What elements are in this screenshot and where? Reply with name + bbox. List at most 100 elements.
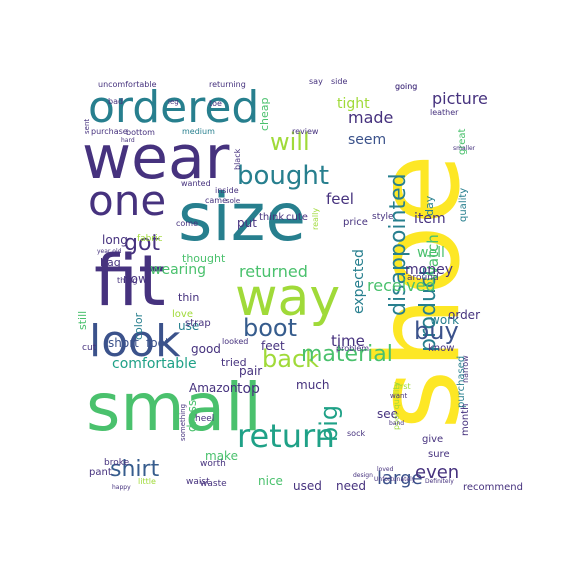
word-sock: sock — [347, 429, 365, 438]
word-time: time — [331, 332, 365, 350]
word-short: short — [108, 336, 139, 350]
word-thought: thought — [182, 252, 226, 265]
word-received: received — [367, 276, 436, 295]
word-poor-quality: poor quality — [392, 382, 401, 430]
word-toe: toe — [209, 99, 222, 108]
word-cut: cut — [82, 343, 97, 353]
word-love: love — [172, 309, 193, 320]
word-work: work — [430, 313, 459, 327]
word-item: item — [414, 211, 446, 227]
word-think: think — [259, 212, 284, 223]
word-foot: foot — [146, 336, 170, 350]
word-top: top — [237, 381, 260, 397]
word-small: small — [86, 369, 262, 446]
word-wearing: wearing — [150, 262, 206, 278]
word-going: going — [395, 82, 417, 91]
word-purchase: purchase — [91, 127, 128, 136]
word-loved: loved — [377, 466, 394, 473]
word-really: really — [311, 208, 320, 230]
word-bad: bad — [108, 97, 123, 106]
word-boot: boot — [243, 314, 297, 342]
word-disappointed: disappointed — [386, 173, 411, 316]
word-say: say — [309, 77, 323, 86]
word-thin: thin — [178, 291, 199, 304]
word-around: around — [407, 273, 439, 283]
word-want: want — [390, 392, 407, 400]
word-recommend: recommend — [463, 482, 523, 493]
word-much: much — [296, 378, 330, 392]
word-returned: returned — [239, 262, 308, 281]
word-quality: quality — [458, 188, 469, 222]
word-purchased: purchased — [456, 356, 467, 408]
word-feel: feel — [326, 190, 354, 208]
word-definitely: Definitely — [425, 478, 454, 485]
word-money: money — [405, 262, 453, 278]
word-good: good — [191, 342, 221, 356]
word-return: return — [237, 417, 335, 455]
word-feet: feet — [261, 339, 285, 353]
word-size: size — [178, 179, 306, 256]
word-ordered: ordered — [88, 82, 259, 133]
word-bought: bought — [237, 161, 329, 191]
word-looked: looked — [222, 337, 248, 346]
word-expected: expected — [351, 249, 367, 314]
word-worth: worth — [200, 459, 226, 469]
word-waste: waste — [200, 479, 227, 489]
word-well: well — [417, 245, 445, 261]
word-wear: wear — [82, 123, 230, 193]
word-side: side — [331, 77, 347, 86]
word-going: going — [395, 82, 417, 91]
word-will: will — [270, 128, 310, 156]
word-hard: hard — [121, 137, 135, 144]
word-bottom: bottom — [126, 128, 155, 137]
word-cheap: cheap — [258, 97, 271, 131]
word-black: black — [233, 148, 242, 170]
word-sent: sent — [83, 119, 91, 134]
word-product: product — [416, 267, 441, 352]
word-buy: buy — [414, 317, 459, 345]
word-watch: Watch — [424, 234, 442, 281]
word-dress: dress — [185, 400, 199, 432]
word-nice: nice — [258, 474, 283, 488]
word-heel: heel — [195, 414, 214, 424]
word-know: know — [428, 343, 454, 354]
word-comfortable: comfortable — [112, 356, 197, 372]
word-shirt: shirt — [110, 457, 160, 482]
word-order: order — [448, 308, 480, 322]
word-narrow: narrow — [461, 355, 470, 383]
word-uncomfortable: uncomfortable — [98, 80, 157, 89]
word-fabric: fabric — [137, 234, 163, 244]
word-use: use — [178, 319, 199, 333]
word-made: made — [348, 108, 393, 127]
word-unfortunately: Unfortunately — [374, 476, 416, 483]
word-first: first — [395, 382, 411, 391]
word-long: long — [102, 233, 128, 247]
word-come: come — [176, 219, 198, 228]
word-give: give — [422, 434, 443, 445]
word-tight: tight — [337, 96, 370, 112]
word-amazon: Amazon — [189, 381, 238, 395]
word-style: style — [372, 212, 394, 222]
word-leg: leg — [168, 98, 179, 106]
word-way: way — [235, 268, 340, 328]
word-broke: broke — [104, 458, 130, 468]
word-tried: tried — [221, 356, 247, 369]
word-strap: strap — [185, 318, 211, 329]
word-pair: pair — [239, 364, 262, 378]
word-leather: leather — [430, 108, 459, 117]
word-cute: cute — [286, 212, 308, 223]
word-sole: sole — [226, 197, 240, 205]
word-returning: returning — [209, 80, 246, 89]
word-wanted: wanted — [181, 179, 211, 188]
word-shoe: shoe — [351, 154, 486, 430]
word-medium: medium — [182, 127, 215, 136]
word-price: price — [343, 217, 368, 228]
word-smaller: smaller — [453, 145, 476, 152]
word-even: even — [415, 462, 459, 483]
word-month: month — [460, 404, 471, 436]
word-fit: fit — [94, 240, 166, 322]
word-happy: happy — [112, 484, 131, 491]
word-review: review — [292, 127, 319, 136]
